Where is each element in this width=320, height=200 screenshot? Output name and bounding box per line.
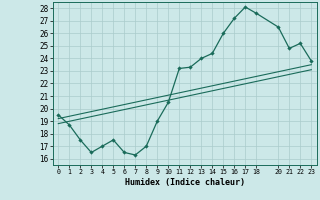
- X-axis label: Humidex (Indice chaleur): Humidex (Indice chaleur): [125, 178, 245, 187]
